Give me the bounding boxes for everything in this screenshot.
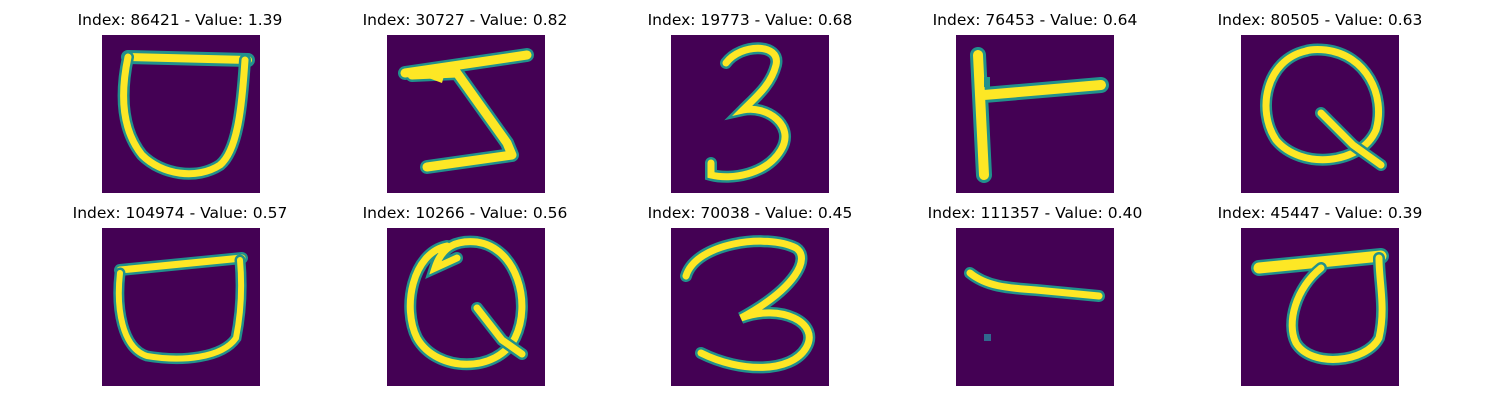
glyph-image <box>1241 228 1399 386</box>
panel-title: Index: 19773 - Value: 0.68 <box>647 11 853 29</box>
glyph-image <box>956 228 1114 386</box>
panel-title: Index: 30727 - Value: 0.82 <box>362 11 568 29</box>
glyph-image <box>387 228 545 386</box>
panel-title: Index: 76453 - Value: 0.64 <box>932 11 1138 29</box>
glyph-image <box>387 35 545 193</box>
panel-title: Index: 86421 - Value: 1.39 <box>77 11 283 29</box>
panel-title: Index: 45447 - Value: 0.39 <box>1217 204 1423 222</box>
glyph-image <box>671 228 829 386</box>
glyph-image <box>956 35 1114 193</box>
panel-title: Index: 104974 - Value: 0.57 <box>72 204 288 222</box>
glyph-image <box>102 228 260 386</box>
glyph-image <box>1241 35 1399 193</box>
panel-title: Index: 111357 - Value: 0.40 <box>927 204 1143 222</box>
glyph-image <box>671 35 829 193</box>
panel-title: Index: 70038 - Value: 0.45 <box>647 204 853 222</box>
panel-title: Index: 80505 - Value: 0.63 <box>1217 11 1423 29</box>
glyph-image <box>102 35 260 193</box>
panel-title: Index: 10266 - Value: 0.56 <box>362 204 568 222</box>
